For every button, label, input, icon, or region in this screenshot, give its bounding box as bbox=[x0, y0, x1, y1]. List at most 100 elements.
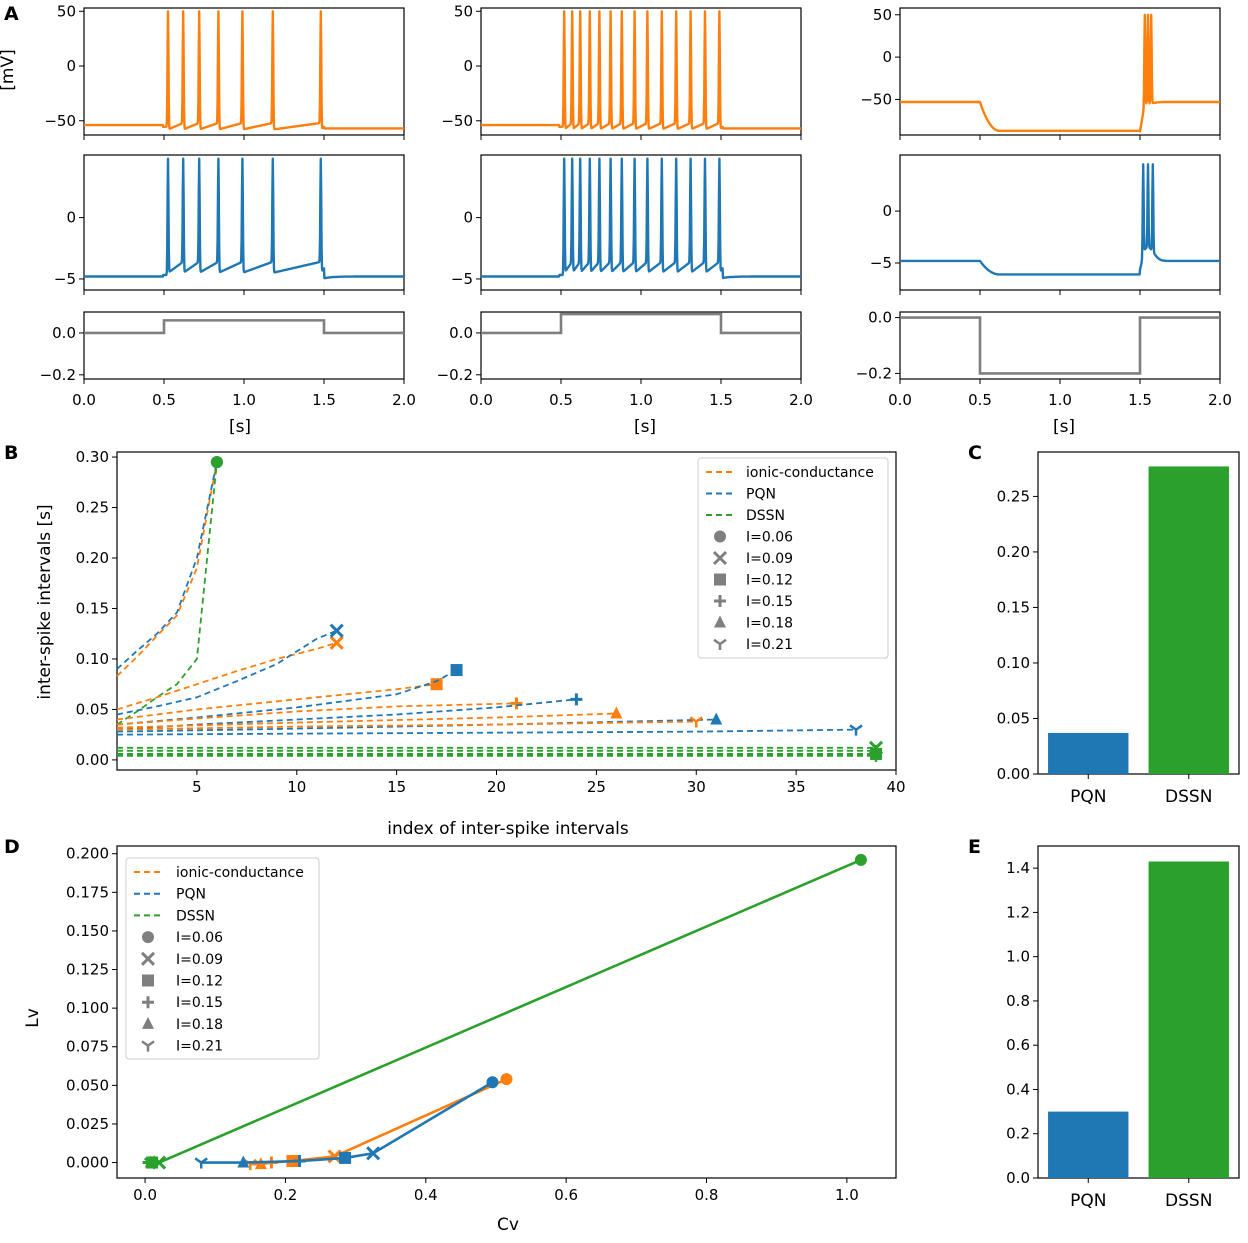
panel-d-x-tick-label: 0.0 bbox=[133, 1186, 157, 1204]
ionic-voltage-trace bbox=[899, 13, 1221, 133]
panel-d-y-tick-label: 0.125 bbox=[66, 961, 109, 979]
panel-a-ionic-axes bbox=[480, 7, 802, 136]
panel-c-y-tick-label: 0.05 bbox=[997, 709, 1030, 727]
panel-a-stim-y-tick-label: 0.0 bbox=[52, 324, 76, 342]
panel-a-x-tick-label: 0.0 bbox=[72, 391, 96, 409]
isi-series-line bbox=[116, 698, 577, 731]
panel-b-x-tick-label: 35 bbox=[787, 778, 806, 796]
panel-d-y-tick-label: 0.150 bbox=[66, 922, 109, 940]
cv-lv-marker-pqn bbox=[237, 1155, 250, 1168]
legend-marker-swatch bbox=[714, 530, 726, 543]
legend-marker-swatch bbox=[714, 615, 726, 628]
isi-series-line bbox=[116, 462, 218, 726]
panel-a-x-tick-label: 0.5 bbox=[968, 391, 992, 409]
panel-a-x-tick-label: 1.0 bbox=[629, 391, 653, 409]
panel-d-y-tick-label: 0.100 bbox=[66, 999, 109, 1017]
legend-label: I=0.12 bbox=[746, 573, 793, 589]
panel-a-pqn-y-tick-label: −5 bbox=[451, 270, 473, 288]
isi-series-marker bbox=[329, 623, 344, 638]
pqn-voltage-trace bbox=[83, 157, 405, 280]
stimulus-trace bbox=[481, 312, 801, 335]
legend-marker-swatch bbox=[714, 573, 726, 586]
panel-label-d: D bbox=[4, 836, 20, 858]
bar-dssn bbox=[1148, 466, 1229, 774]
panel-a-x-tick-label: 2.0 bbox=[392, 391, 416, 409]
panel-c-y-tick-label: 0.20 bbox=[997, 543, 1030, 561]
panel-a-ionic-y-tick-label: −50 bbox=[44, 112, 76, 130]
legend-marker-swatch bbox=[142, 974, 154, 987]
panel-label-e: E bbox=[968, 836, 981, 858]
panel-a-column-2: 50 0 −50 0 −5 0.0 −0.2 0.0 0.5 1.0 1.5 2.0 bbox=[437, 2, 813, 409]
panel-d-y-tick-label: 0.075 bbox=[66, 1038, 109, 1056]
isi-series-marker bbox=[689, 716, 703, 728]
panel-a-x-tick-label: 1.5 bbox=[312, 391, 336, 409]
legend-label: I=0.09 bbox=[176, 952, 223, 968]
pqn-voltage-trace bbox=[480, 157, 802, 280]
panel-a-x-tick-label: 0.0 bbox=[888, 391, 912, 409]
panel-a-stim-axes bbox=[83, 311, 405, 380]
panel-e-y-tick-label: 1.2 bbox=[1006, 903, 1030, 921]
panel-b-y-tick-label: 0.10 bbox=[76, 650, 109, 668]
panel-c-y-tick-label: 0.15 bbox=[997, 598, 1030, 616]
isi-series-marker bbox=[610, 706, 623, 719]
panel-d-y-tick-label: 0.050 bbox=[66, 1076, 109, 1094]
legend-label: I=0.18 bbox=[176, 1017, 223, 1033]
cv-lv-marker-pqn bbox=[293, 1155, 306, 1168]
panel-a-stim-y-tick-label: −0.2 bbox=[437, 366, 473, 384]
panel-label-b: B bbox=[4, 442, 18, 464]
panel-b-y-tick-label: 0.20 bbox=[76, 549, 109, 567]
panel-d-x-tick-label: 0.6 bbox=[554, 1186, 578, 1204]
panel-b-y-tick-label: 0.05 bbox=[76, 700, 109, 718]
legend-marker-swatch bbox=[140, 951, 156, 966]
panel-label-a: A bbox=[4, 3, 19, 25]
legend-label: DSSN bbox=[746, 508, 785, 524]
cv-lv-marker-pqn bbox=[366, 1146, 381, 1161]
stimulus-trace bbox=[900, 316, 1220, 375]
legend-marker-swatch bbox=[142, 996, 154, 1009]
panel-a-ionic-y-tick-label: −50 bbox=[860, 90, 892, 108]
panel-a-stim-y-tick-label: −0.2 bbox=[40, 366, 76, 384]
cv-lv-marker-dssn bbox=[143, 1157, 158, 1169]
isi-series-line bbox=[116, 683, 437, 721]
panel-a-column-3: 50 0 −50 0 −5 0.0 −0.2 0.0 0.5 1.0 1.5 2.0 bbox=[856, 6, 1232, 409]
panel-a-pqn-y-tick-label: −5 bbox=[54, 270, 76, 288]
panel-c-y-tick-label: 0.00 bbox=[997, 765, 1030, 783]
panel-a-ylabel: [mV] bbox=[0, 49, 18, 90]
legend-marker-swatch bbox=[713, 638, 727, 650]
panel-a-column-1: 50 0 −50 0 −5 0.0 −0.2 0.0 0.5 1.0 1.5 2.0 bbox=[40, 2, 416, 409]
isi-series-line bbox=[116, 720, 697, 731]
legend-marker-swatch bbox=[142, 931, 154, 944]
panel-a-x-tick-label: 2.0 bbox=[1208, 391, 1232, 409]
legend-label: ionic-conductance bbox=[176, 865, 304, 881]
panel-a-ionic-y-tick-label: 0 bbox=[882, 48, 892, 66]
panel-b-y-tick-label: 0.15 bbox=[76, 599, 109, 617]
legend-label: I=0.12 bbox=[176, 974, 223, 990]
panel-a-pqn-y-tick-label: 0 bbox=[66, 209, 76, 227]
legend-label: I=0.18 bbox=[746, 616, 793, 632]
panel-c-axes bbox=[1037, 451, 1240, 775]
panel-b-ylabel: inter-spike intervals [s] bbox=[35, 504, 55, 699]
bar-dssn bbox=[1148, 861, 1229, 1178]
panel-b-axes bbox=[116, 451, 897, 771]
panel-d-x-tick-label: 0.2 bbox=[274, 1186, 298, 1204]
legend-marker-swatch bbox=[141, 1040, 155, 1052]
isi-series-line bbox=[116, 461, 218, 670]
panel-c-y-tick-label: 0.25 bbox=[997, 487, 1030, 505]
isi-series-line bbox=[116, 728, 857, 736]
legend-label: ionic-conductance bbox=[746, 465, 874, 481]
panel-d-y-tick-label: 0.175 bbox=[66, 883, 109, 901]
isi-series-marker bbox=[329, 635, 344, 650]
panel-label-c: C bbox=[968, 442, 982, 464]
panel-b-x-tick-label: 30 bbox=[687, 778, 706, 796]
panel-c: 0.00 0.05 0.10 0.15 0.20 0.25 PQN DSSN bbox=[997, 451, 1240, 807]
panel-e-y-tick-label: 0.4 bbox=[1006, 1080, 1030, 1098]
legend-marker-swatch bbox=[142, 1016, 154, 1029]
panel-d-x-tick-label: 1.0 bbox=[835, 1186, 859, 1204]
panel-b-y-tick-label: 0.30 bbox=[76, 448, 109, 466]
legend-label: I=0.09 bbox=[746, 551, 793, 567]
panel-e-y-tick-label: 0.2 bbox=[1006, 1125, 1030, 1143]
isi-series-line bbox=[116, 718, 717, 733]
cv-lv-marker-ionic bbox=[327, 1149, 342, 1164]
pqn-voltage-trace bbox=[899, 163, 1221, 276]
